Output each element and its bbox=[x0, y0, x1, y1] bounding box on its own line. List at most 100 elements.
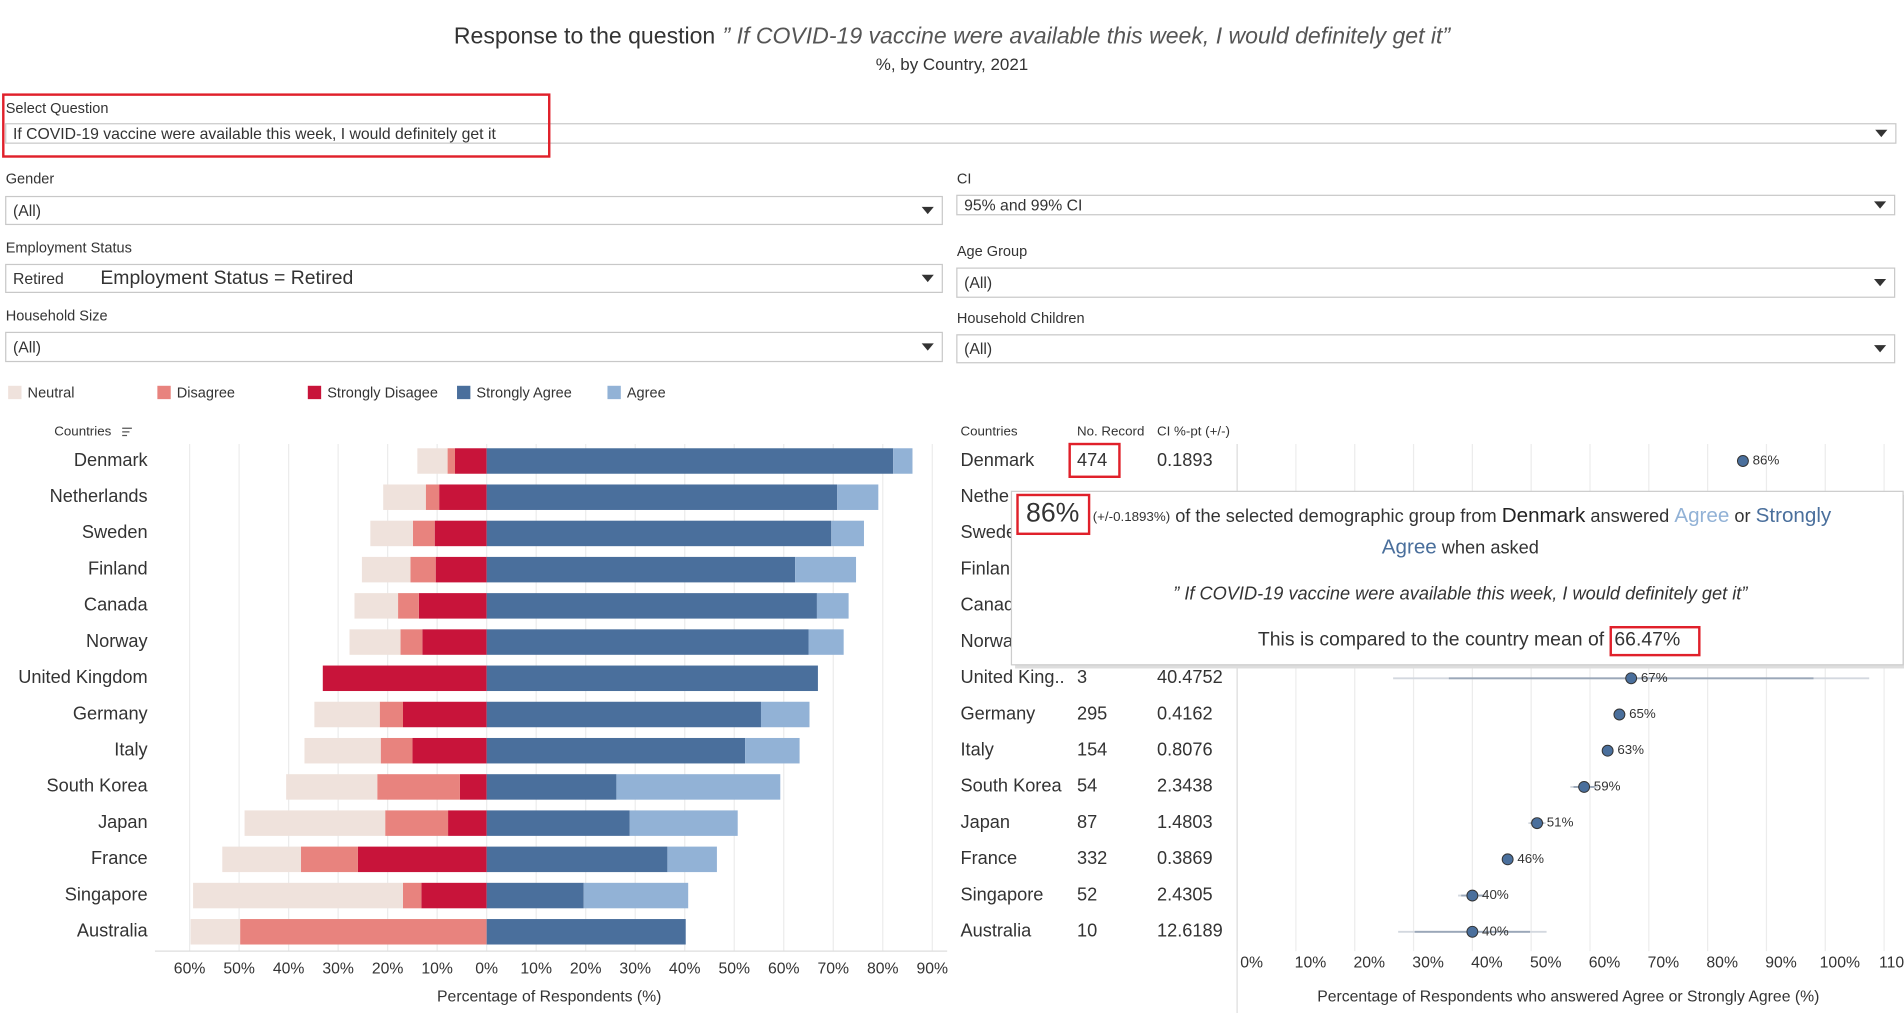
dot bbox=[1613, 708, 1626, 721]
category-label: Australia bbox=[77, 921, 149, 941]
filter-label: Employment Status bbox=[6, 241, 132, 257]
x-tick-label: 30% bbox=[619, 960, 651, 977]
table-country: Germany bbox=[960, 703, 1036, 723]
bar-segment bbox=[486, 593, 817, 619]
table-records: 87 bbox=[1077, 812, 1097, 832]
bar-segment bbox=[354, 593, 399, 619]
x-tick-label: 90% bbox=[917, 960, 949, 977]
bar-segment bbox=[240, 919, 487, 945]
table-records: 295 bbox=[1077, 703, 1107, 723]
x-tick-label: 70% bbox=[1648, 954, 1680, 971]
title: Response to the question ” If COVID-19 va… bbox=[454, 23, 1452, 49]
table-ci: 0.3869 bbox=[1157, 848, 1213, 868]
bar-segment bbox=[421, 882, 487, 909]
bar-segment bbox=[383, 484, 426, 510]
tooltip-strongly: Strongly bbox=[1756, 504, 1832, 527]
bar-segment bbox=[454, 448, 487, 474]
dropdown[interactable] bbox=[5, 195, 943, 226]
dropdown[interactable] bbox=[956, 194, 1896, 216]
bar-segment bbox=[412, 737, 487, 764]
bar-segment bbox=[795, 556, 857, 583]
tooltip-ci: (+/-0.1893%) bbox=[1093, 508, 1170, 523]
tooltip-text: when asked bbox=[1437, 537, 1539, 557]
filter-label: Household Children bbox=[957, 311, 1085, 327]
bar-segment bbox=[486, 520, 832, 547]
bar-segment bbox=[459, 774, 487, 800]
table-records: 10 bbox=[1077, 921, 1097, 941]
legend-swatch bbox=[307, 385, 322, 400]
table-ci: 1.4803 bbox=[1157, 812, 1213, 832]
value-label: 46% bbox=[1517, 851, 1544, 866]
dropdown-arrow bbox=[1875, 129, 1888, 138]
bar-segment bbox=[304, 737, 381, 764]
bar-segment bbox=[616, 774, 781, 800]
legend-label: Agree bbox=[627, 386, 666, 402]
bar-segment bbox=[357, 846, 487, 873]
table-country: Finlan bbox=[960, 558, 1010, 578]
dot bbox=[1501, 853, 1514, 866]
sort-icon bbox=[122, 427, 132, 437]
table-country: Singapore bbox=[960, 884, 1043, 904]
filter-label: Household Size bbox=[6, 308, 108, 324]
bar-segment bbox=[379, 701, 404, 728]
value-label: 40% bbox=[1482, 923, 1509, 938]
bar-segment bbox=[361, 556, 411, 583]
value-label: 40% bbox=[1482, 887, 1509, 902]
bar-segment bbox=[403, 701, 487, 728]
category-label: United Kingdom bbox=[18, 667, 147, 687]
category-label: Canada bbox=[84, 595, 149, 615]
bar-segment bbox=[377, 774, 460, 800]
x-tick-label: 90% bbox=[1765, 954, 1797, 971]
table-ci: 0.4162 bbox=[1157, 703, 1213, 723]
table-records: 154 bbox=[1077, 740, 1107, 760]
column-header: Countries bbox=[960, 423, 1017, 438]
dropdown[interactable] bbox=[5, 263, 943, 293]
bar-segment bbox=[439, 484, 487, 510]
highlight-box bbox=[1609, 625, 1701, 657]
dropdown-value: (All) bbox=[964, 275, 992, 292]
highlight-box bbox=[1068, 442, 1121, 478]
tooltip-text: or bbox=[1729, 506, 1755, 526]
dropdown[interactable] bbox=[5, 331, 943, 363]
bar-segment bbox=[380, 737, 413, 764]
bar-segment bbox=[760, 701, 810, 728]
table-ci: 2.4305 bbox=[1157, 884, 1213, 904]
x-tick-label: 80% bbox=[1706, 954, 1738, 971]
dropdown-arrow bbox=[921, 206, 934, 215]
dropdown[interactable] bbox=[956, 267, 1896, 298]
bar-segment bbox=[385, 810, 449, 836]
category-label: Germany bbox=[73, 703, 149, 723]
value-label: 51% bbox=[1547, 815, 1574, 830]
dropdown-arrow bbox=[1874, 201, 1887, 209]
category-label: Netherlands bbox=[50, 486, 148, 506]
legend-label: Neutral bbox=[28, 386, 75, 402]
x-tick-label: 0% bbox=[475, 960, 498, 977]
category-label: South Korea bbox=[47, 776, 149, 796]
filter-label: Age Group bbox=[957, 244, 1027, 260]
table-ci: 12.6189 bbox=[1157, 921, 1223, 941]
bar-segment bbox=[286, 774, 378, 800]
dropdown[interactable] bbox=[5, 123, 1897, 144]
bar-segment bbox=[893, 448, 913, 474]
dropdown-value: If COVID-19 vaccine were available this … bbox=[13, 126, 496, 143]
x-tick-label: 40% bbox=[273, 960, 305, 977]
bar-segment bbox=[418, 593, 487, 619]
highlight-box bbox=[1016, 493, 1091, 536]
x-tick-label: 60% bbox=[768, 960, 800, 977]
category-label: Italy bbox=[114, 740, 148, 760]
dropdown[interactable] bbox=[956, 334, 1896, 364]
bar-segment bbox=[398, 593, 419, 619]
legend-label: Disagree bbox=[177, 386, 235, 402]
table-country: Japan bbox=[960, 812, 1010, 832]
bar-segment bbox=[400, 629, 423, 655]
dropdown-arrow bbox=[1874, 279, 1887, 287]
tooltip-agree: Agree bbox=[1382, 536, 1437, 559]
legend-swatch bbox=[157, 385, 171, 400]
dropdown-arrow bbox=[921, 343, 934, 351]
x-tick-label: 70% bbox=[817, 960, 849, 977]
tooltip-text: of the selected demographic group from bbox=[1170, 506, 1502, 526]
x-tick-label: 30% bbox=[1412, 954, 1444, 971]
category-label: Denmark bbox=[74, 450, 149, 470]
table-records: 3 bbox=[1077, 667, 1087, 687]
x-tick-label: 30% bbox=[322, 960, 354, 977]
